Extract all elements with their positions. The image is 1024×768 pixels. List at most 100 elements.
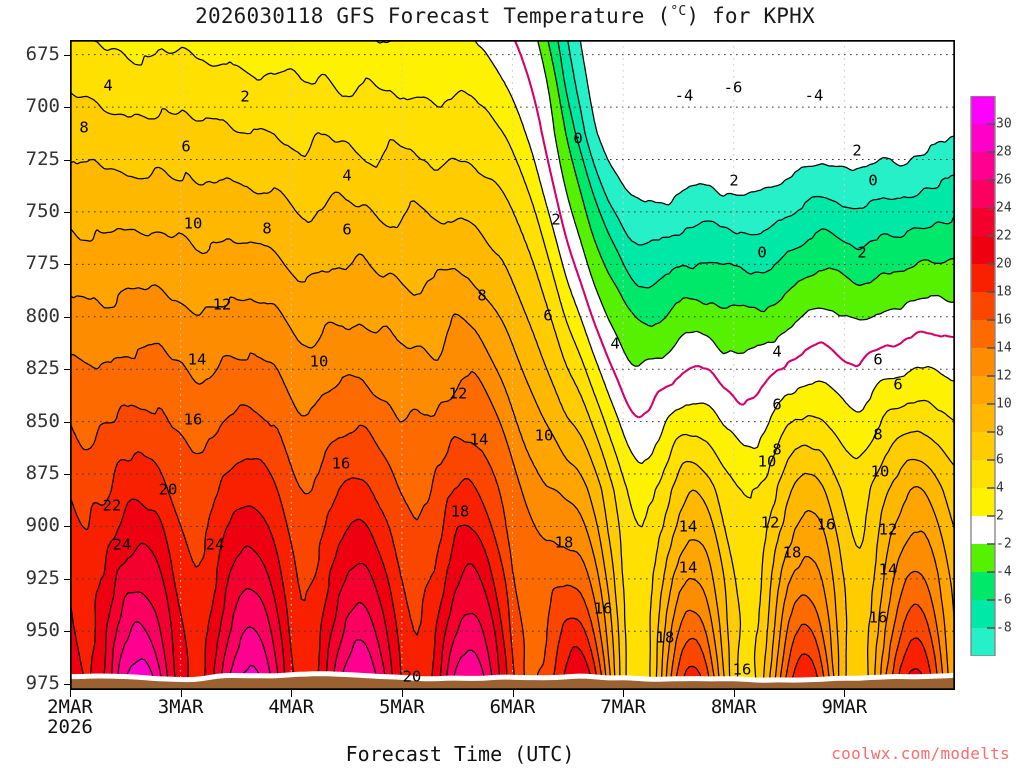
contour-band	[111, 588, 493, 678]
contour-label: 10	[871, 463, 890, 481]
title-text-after: ) for KPHX	[686, 4, 815, 28]
contour-label: 6	[772, 396, 781, 414]
x-axis-tick-label: 7MAR	[578, 697, 668, 718]
y-axis-tick-label: 875	[25, 462, 60, 485]
y-axis-tick-label: 700	[25, 95, 60, 118]
contour-label: 14	[470, 431, 489, 449]
contour-band	[70, 404, 938, 678]
contour-label: 12	[213, 296, 232, 314]
x-axis-tick-label: 3MAR	[136, 697, 226, 718]
y-axis-tick-label: 825	[25, 357, 60, 380]
colorbar-tick-label: 18	[996, 284, 1012, 300]
colorbar-tick-label: 2	[996, 508, 1004, 524]
contour-line-negative	[547, 40, 955, 328]
contour-line-positive	[110, 587, 493, 678]
y-axis-tick-label: 775	[25, 252, 60, 275]
contour-label: 0	[573, 130, 582, 148]
y-axis-tick-label: 925	[25, 566, 60, 589]
y-axis-tick	[64, 631, 70, 633]
contour-fill-bands	[70, 40, 955, 678]
colorbar-swatch	[971, 124, 995, 153]
contour-label: 8	[79, 119, 88, 137]
x-axis-tick	[623, 690, 625, 697]
colorbar-tick-label: 28	[996, 144, 1012, 160]
colorbar-tick-label: 10	[996, 396, 1012, 412]
contour-label: 18	[656, 629, 675, 647]
contour-label: 14	[679, 559, 698, 577]
colorbar-tick-label: -8	[996, 620, 1012, 636]
y-axis-tick	[64, 316, 70, 318]
contour-label: 4	[103, 77, 112, 95]
contour-label: 10	[184, 215, 203, 233]
contour-label: -4	[675, 87, 694, 105]
contour-band	[547, 40, 955, 327]
y-axis-tick	[64, 421, 70, 423]
contour-line-positive	[70, 342, 944, 678]
colorbar-tick-label: -6	[996, 592, 1012, 608]
contour-line-negative	[536, 40, 955, 367]
title-text-before: 2026030118 GFS Forecast Temperature (	[195, 4, 671, 28]
x-tick-date: 4MAR	[268, 696, 315, 718]
contour-line-positive	[102, 542, 501, 678]
y-axis-tick-label: 850	[25, 409, 60, 432]
contour-band	[70, 343, 943, 678]
contour-label: 2	[551, 211, 560, 229]
contour-band	[117, 621, 485, 678]
x-axis-tick-label: 5MAR	[357, 697, 447, 718]
colorbar-tick-label: 12	[996, 368, 1012, 384]
contour-label: 18	[783, 544, 802, 562]
page-title: 2026030118 GFS Forecast Temperature (°C)…	[0, 4, 1010, 28]
plot-area[interactable]: 4 2 8 6 -4 -6 -4 0 2 4 2 0 10 8 6 2 0 2 12 8 6 14 10 4 4 6 12 6 6 16 1…	[70, 40, 955, 690]
colorbar-tick-label: 20	[996, 256, 1012, 272]
y-axis-tick	[64, 369, 70, 371]
contour-label: 14	[679, 518, 698, 536]
contour-label: 0	[868, 172, 877, 190]
x-axis-tick	[401, 690, 403, 697]
contour-label: 6	[181, 138, 190, 156]
x-axis-tick	[844, 690, 846, 697]
y-axis-tick	[64, 578, 70, 580]
contour-label: 10	[758, 453, 777, 471]
contour-band	[70, 92, 955, 678]
y-axis-tick-label: 950	[25, 619, 60, 642]
colorbar-swatch	[971, 292, 995, 321]
x-axis-tick	[733, 690, 735, 697]
plot-frame	[70, 40, 955, 690]
contour-band	[70, 451, 932, 678]
contour-label: 4	[772, 343, 781, 361]
contour-label: 14	[879, 561, 898, 579]
contour-label: 2	[857, 244, 866, 262]
colorbar-swatches[interactable]	[970, 96, 996, 656]
watermark: coolwx.com/modelts	[831, 744, 1010, 763]
colorbar-swatch	[971, 516, 995, 545]
colorbar-tick-label: 24	[996, 200, 1012, 216]
contour-label: 16	[817, 516, 836, 534]
x-tick-date: 2MAR	[47, 696, 93, 718]
contour-label: 24	[113, 536, 132, 554]
colorbar-swatch	[971, 96, 995, 125]
x-axis-title: Forecast Time (UTC)	[345, 742, 575, 766]
colorbar-swatch	[971, 628, 995, 656]
contour-label: 20	[159, 481, 178, 499]
colorbar-swatch	[971, 180, 995, 209]
y-axis-tick	[64, 683, 70, 685]
contour-line-positive	[70, 284, 949, 678]
contour-line-positive	[70, 404, 939, 678]
contour-label: 16	[184, 411, 203, 429]
y-axis-tick-label: 750	[25, 199, 60, 222]
y-axis-tick	[64, 526, 70, 528]
contour-band	[70, 159, 955, 678]
title-degree-unit: °C	[670, 4, 687, 19]
colorbar-swatch	[971, 404, 995, 433]
y-axis-tick-label: 800	[25, 304, 60, 327]
contour-line-positive	[70, 498, 924, 679]
colorbar-swatch	[971, 460, 995, 489]
contour-band	[103, 543, 500, 678]
x-axis-tick	[180, 690, 182, 697]
contour-band	[537, 40, 955, 367]
colorbar[interactable]: 30 28 26 24 22 20 18 16 14 12 10 8 6 4 2 -2 -4 -6 -8	[970, 96, 1012, 656]
y-axis-tick	[64, 474, 70, 476]
contour-label: 6	[893, 376, 902, 394]
